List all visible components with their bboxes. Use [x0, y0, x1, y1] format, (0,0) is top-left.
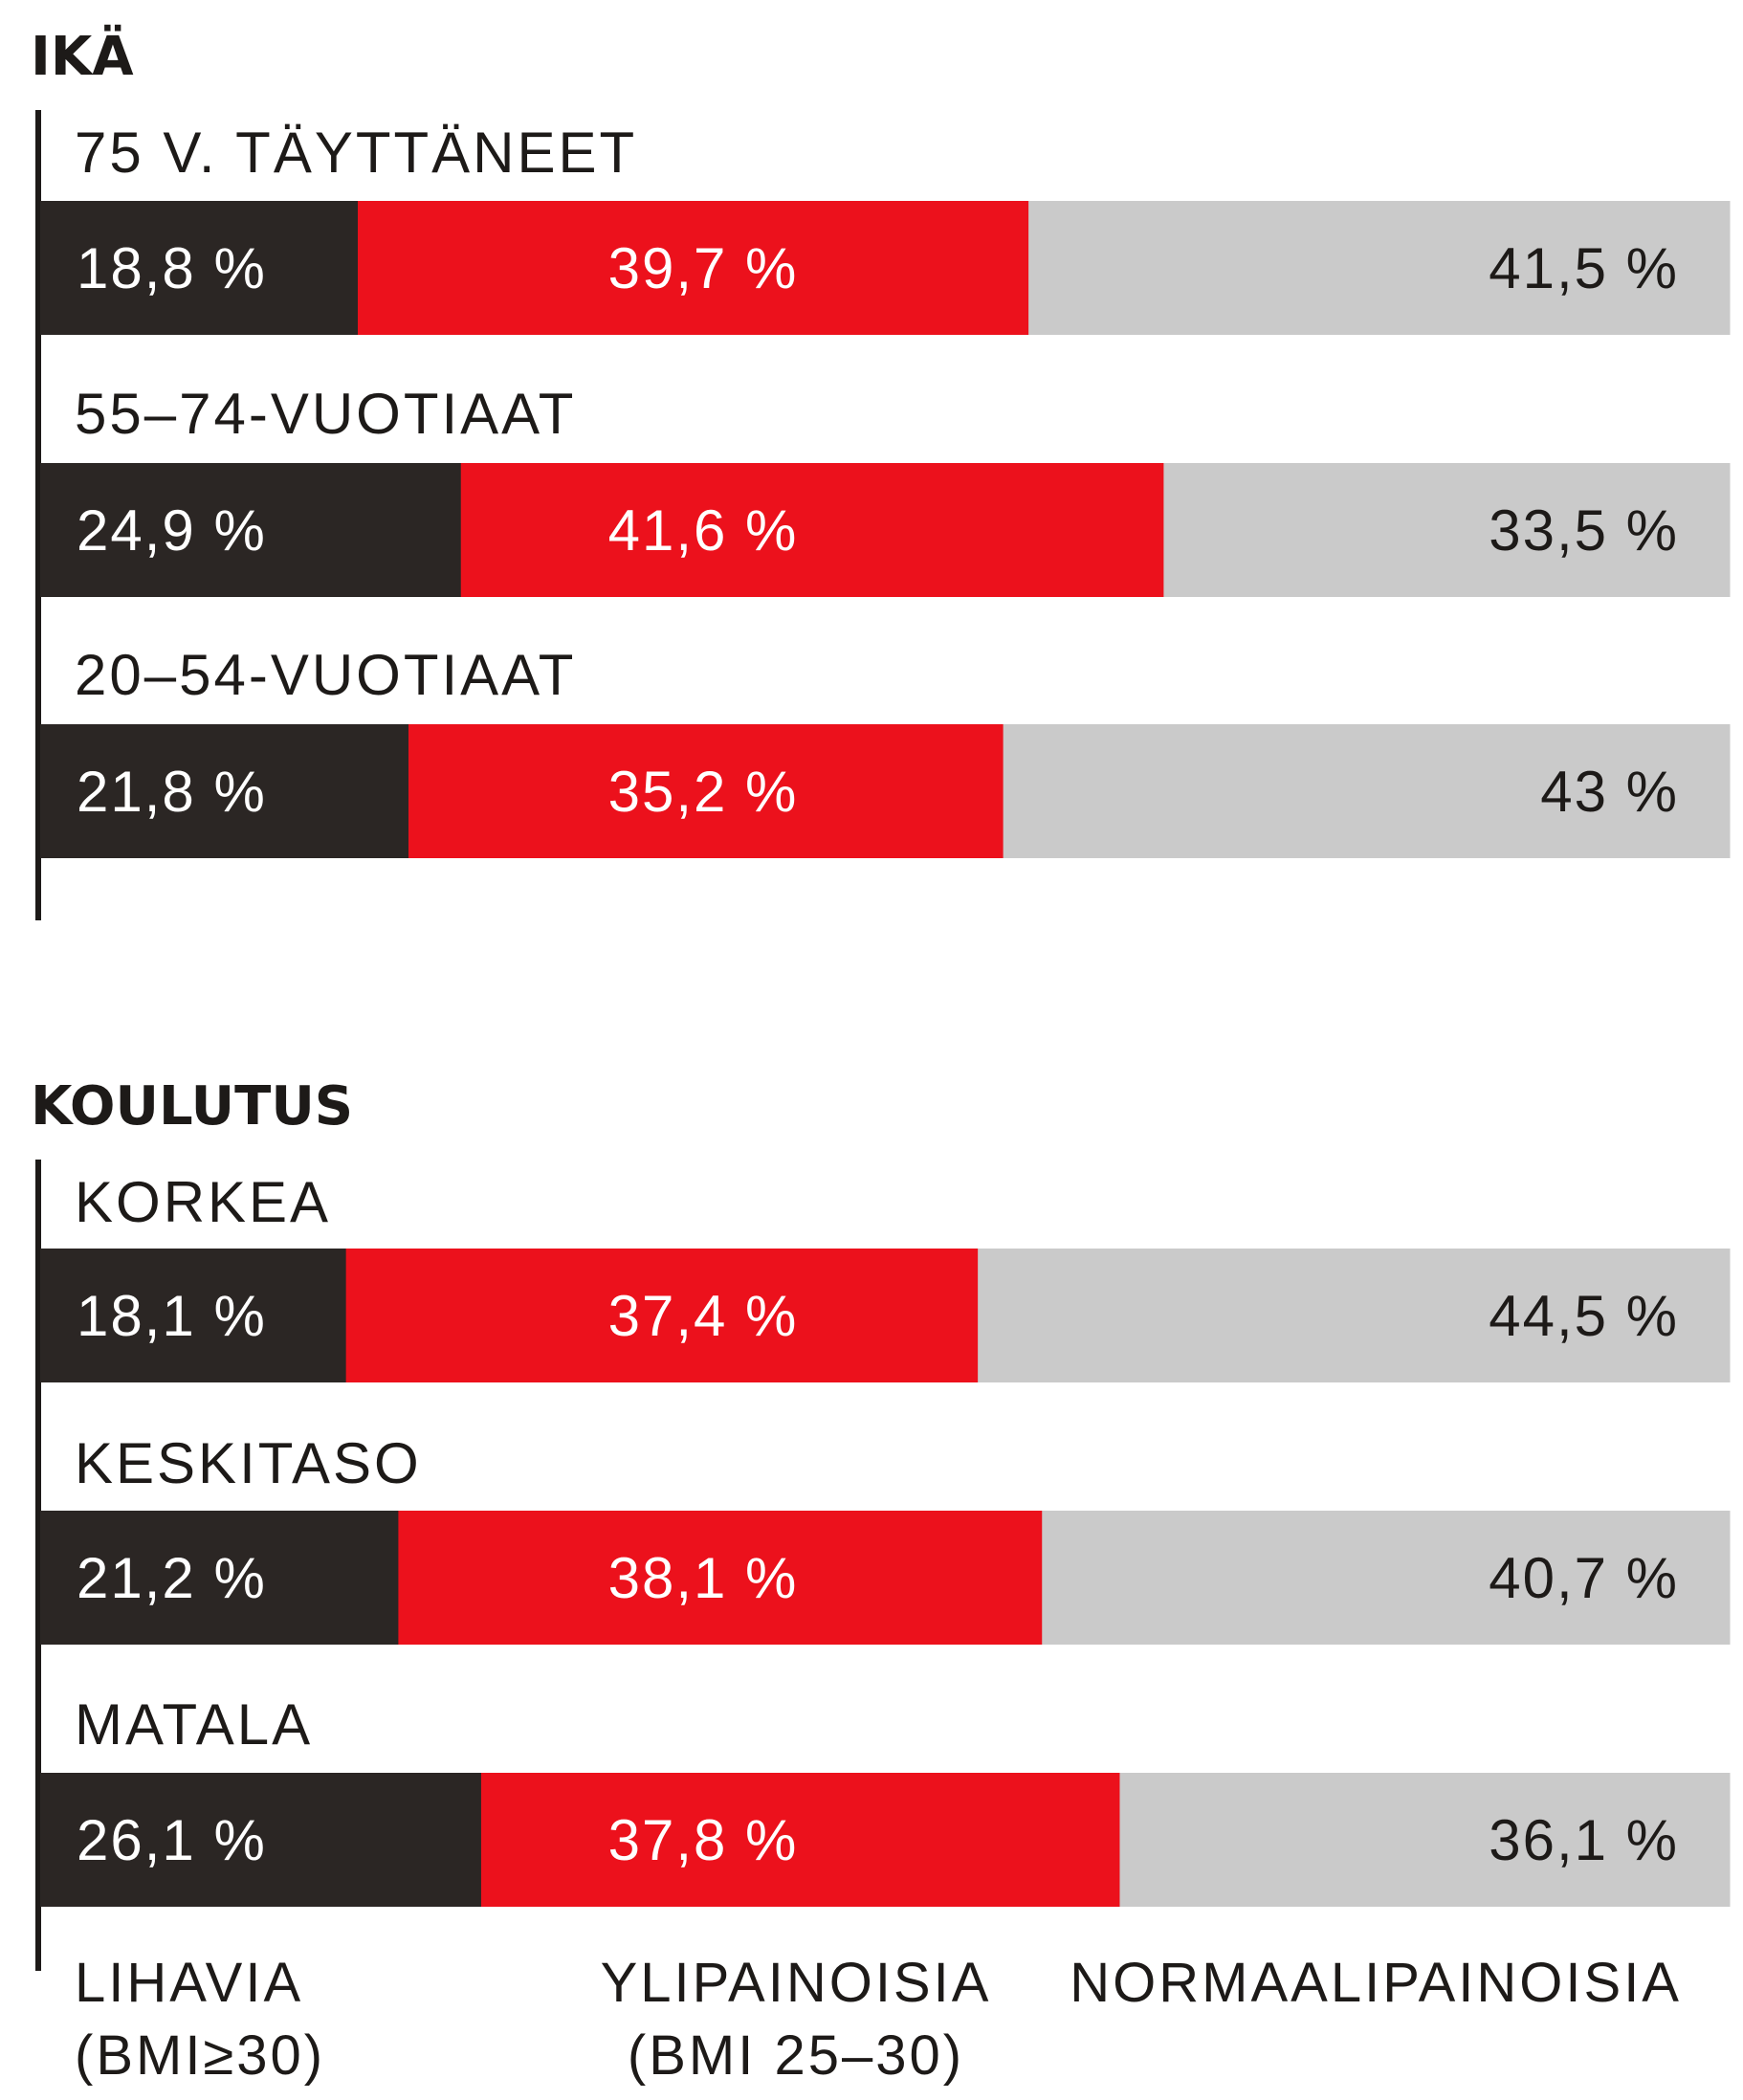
bar-segment-1-2-1: [480, 1773, 1120, 1907]
legend-label-1: YLIPAINOISIA: [601, 1952, 992, 2014]
axis-line-0: [35, 110, 41, 920]
value-label-0-2-0: 21,8 %: [77, 760, 267, 824]
legend-label-2: NORMAALIPAINOISIA: [1070, 1952, 1682, 2014]
group-title-1: KOULUTUS: [31, 1075, 353, 1138]
value-label-0-0-2: 41,5 %: [1489, 236, 1679, 300]
value-label-1-1-0: 21,2 %: [77, 1546, 267, 1610]
bar-segment-0-1-2: [1163, 463, 1731, 597]
value-label-0-2-2: 43 %: [1540, 760, 1679, 824]
bar-segment-0-1-0: [40, 463, 462, 597]
value-label-1-1-2: 40,7 %: [1489, 1546, 1679, 1610]
bar-segment-1-1-2: [1042, 1511, 1731, 1645]
value-label-0-0-1: 39,7 %: [608, 236, 799, 300]
value-label-0-0-0: 18,8 %: [77, 236, 267, 300]
bar-segment-1-0-2: [978, 1249, 1731, 1382]
bar-segment-1-1-0: [40, 1511, 399, 1645]
legend-sublabel-0: (BMI≥30): [75, 2024, 325, 2087]
value-label-1-0-0: 18,1 %: [77, 1284, 267, 1348]
value-label-0-2-1: 35,2 %: [608, 760, 799, 824]
bar-segment-0-0-2: [1028, 201, 1731, 335]
value-label-0-1-0: 24,9 %: [77, 498, 267, 563]
row-label-0-0: 75 V. TÄYTTÄNEET: [75, 121, 637, 185]
value-label-1-2-1: 37,8 %: [608, 1808, 799, 1872]
value-label-1-1-1: 38,1 %: [608, 1546, 799, 1610]
row-label-0-2: 20–54-VUOTIAAT: [75, 643, 576, 707]
bar-segment-1-0-0: [40, 1249, 347, 1382]
value-label-1-2-0: 26,1 %: [77, 1808, 267, 1872]
bar-segment-0-0-1: [358, 201, 1029, 335]
bar-segment-1-2-2: [1119, 1773, 1731, 1907]
bar-segment-0-0-0: [40, 201, 359, 335]
bar-segment-0-2-0: [40, 724, 409, 858]
value-label-1-0-2: 44,5 %: [1489, 1284, 1679, 1348]
row-label-1-1: KESKITASO: [75, 1431, 422, 1495]
row-label-1-0: KORKEA: [75, 1170, 331, 1234]
value-label-1-2-2: 36,1 %: [1489, 1808, 1679, 1872]
group-title-0: IKÄ: [31, 26, 134, 88]
row-label-0-1: 55–74-VUOTIAAT: [75, 382, 576, 446]
row-label-1-2: MATALA: [75, 1692, 313, 1757]
value-label-1-0-1: 37,4 %: [608, 1284, 799, 1348]
bar-segment-1-1-1: [398, 1511, 1043, 1645]
bar-segment-0-2-2: [1003, 724, 1731, 858]
legend-sublabel-1: (BMI 25–30): [628, 2024, 964, 2087]
bar-segment-1-2-0: [40, 1773, 482, 1907]
bar-segment-0-2-1: [408, 724, 1004, 858]
value-label-0-1-1: 41,6 %: [608, 498, 799, 563]
value-label-0-1-2: 33,5 %: [1489, 498, 1679, 563]
legend-label-0: LIHAVIA: [75, 1952, 303, 2014]
bar-segment-0-1-1: [460, 463, 1164, 597]
bar-segment-1-0-1: [345, 1249, 979, 1382]
axis-line-1: [35, 1160, 41, 1971]
